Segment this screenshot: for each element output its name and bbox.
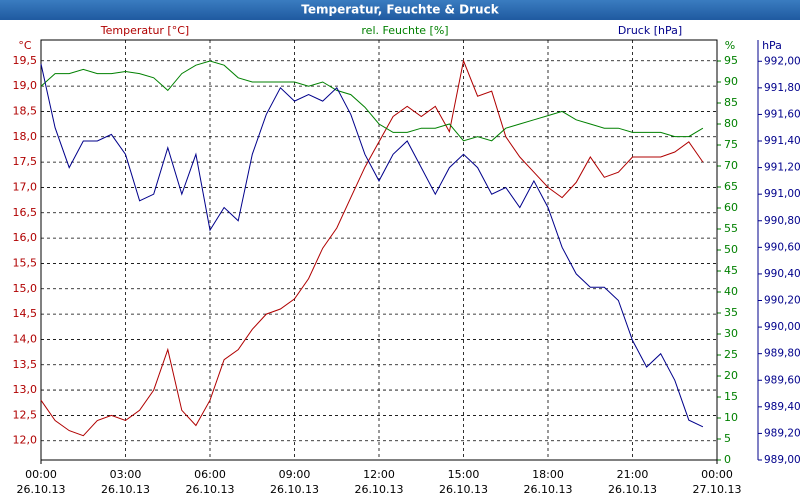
y3-tick-label: 990,60 — [764, 241, 800, 253]
x-tick-date: 26.10.13 — [270, 483, 319, 496]
x-tick-date: 27.10.13 — [693, 483, 742, 496]
y-tick-label: 14,5 — [13, 307, 38, 320]
x-tick-label: 15:00 — [448, 468, 480, 481]
y-tick-label: 16,5 — [13, 206, 38, 219]
x-tick-date: 26.10.13 — [101, 483, 150, 496]
y2-tick-label: 0 — [724, 453, 731, 466]
y2-tick-label: 85 — [724, 96, 738, 109]
y-tick-label: 15,5 — [13, 256, 38, 269]
y-tick-label: 19,5 — [13, 54, 38, 67]
y3-tick-label: 990,00 — [764, 321, 800, 333]
y3-tick-label: 989,40 — [764, 401, 800, 413]
y-tick-label: 17,0 — [13, 180, 38, 193]
y2-tick-label: 45 — [724, 264, 738, 277]
y-tick-label: 19,0 — [13, 79, 38, 92]
y3-tick-label: 991,40 — [764, 135, 800, 147]
y2-tick-label: 5 — [724, 432, 731, 445]
plot-frame — [40, 39, 718, 461]
x-tick-date: 26.10.13 — [439, 483, 488, 496]
y2-tick-label: 30 — [724, 327, 738, 340]
y2-tick-label: 95 — [724, 54, 738, 67]
series-line — [40, 59, 704, 437]
series-line — [40, 63, 704, 428]
legend-label: rel. Feuchte [%] — [361, 24, 448, 37]
y2-tick-label: 70 — [724, 159, 738, 172]
x-tick-date: 26.10.13 — [355, 483, 404, 496]
y-tick-label: 17,5 — [13, 155, 38, 168]
x-tick-date: 26.10.13 — [608, 483, 657, 496]
y3-tick-label: 990,40 — [764, 268, 800, 280]
y3-tick-label: 989,60 — [764, 374, 800, 386]
y-tick-label: 13,0 — [13, 383, 38, 396]
y-tick-label: 18,0 — [13, 130, 38, 143]
y2-tick-label: 25 — [724, 348, 738, 361]
title-bar — [0, 0, 800, 20]
y3-tick-label: 989,20 — [764, 427, 800, 439]
y2-tick-label: 35 — [724, 306, 738, 319]
y2-tick-label: 15 — [724, 390, 738, 403]
y2-tick-label: 90 — [724, 75, 738, 88]
y2-tick-label: 55 — [724, 222, 738, 235]
y3-tick-label: 990,80 — [764, 215, 800, 227]
x-tick-label: 00:00 — [701, 468, 733, 481]
x-tick-date: 26.10.13 — [524, 483, 573, 496]
y2-tick-label: 60 — [724, 201, 738, 214]
y2-tick-label: 20 — [724, 369, 738, 382]
y3-tick-label: 989,00 — [764, 454, 800, 466]
y-tick-label: 12,0 — [13, 434, 38, 447]
x-tick-label: 06:00 — [194, 468, 226, 481]
y2-tick-label: 10 — [724, 411, 738, 424]
y2-tick-label: 75 — [724, 138, 738, 151]
x-tick-label: 18:00 — [532, 468, 564, 481]
x-tick-label: 21:00 — [617, 468, 649, 481]
x-tick-date: 26.10.13 — [17, 483, 66, 496]
y-unit: °C — [18, 39, 32, 52]
y3-tick-label: 990,20 — [764, 295, 800, 307]
y-tick-label: 15,0 — [13, 282, 38, 295]
series-line — [40, 60, 704, 142]
y3-tick-label: 991,80 — [764, 82, 800, 94]
y3-tick-label: 991,00 — [764, 188, 800, 200]
y-tick-label: 16,0 — [13, 231, 38, 244]
y3-tick-label: 991,20 — [764, 162, 800, 174]
y3-tick-label: 991,60 — [764, 108, 800, 120]
y2-tick-label: 80 — [724, 117, 738, 130]
x-tick-label: 12:00 — [363, 468, 395, 481]
y2-tick-label: 50 — [724, 243, 738, 256]
y3-unit: hPa — [762, 39, 782, 52]
x-tick-label: 00:00 — [25, 468, 57, 481]
legend-label: Temperatur [°C] — [100, 24, 189, 37]
y3-tick-label: 989,80 — [764, 348, 800, 360]
legend-label: Druck [hPa] — [618, 24, 682, 37]
y-tick-label: 18,5 — [13, 104, 38, 117]
y2-tick-label: 40 — [724, 285, 738, 298]
y-tick-label: 14,0 — [13, 332, 38, 345]
y-tick-label: 12,5 — [13, 408, 38, 421]
y-tick-label: 13,5 — [13, 358, 38, 371]
y2-tick-label: 65 — [724, 180, 738, 193]
x-tick-label: 03:00 — [110, 468, 142, 481]
y2-unit: % — [725, 39, 735, 52]
y3-tick-label: 992,00 — [764, 55, 800, 67]
x-tick-date: 26.10.13 — [186, 483, 235, 496]
chart-title: Temperatur, Feuchte & Druck — [301, 3, 499, 17]
x-tick-label: 09:00 — [279, 468, 311, 481]
